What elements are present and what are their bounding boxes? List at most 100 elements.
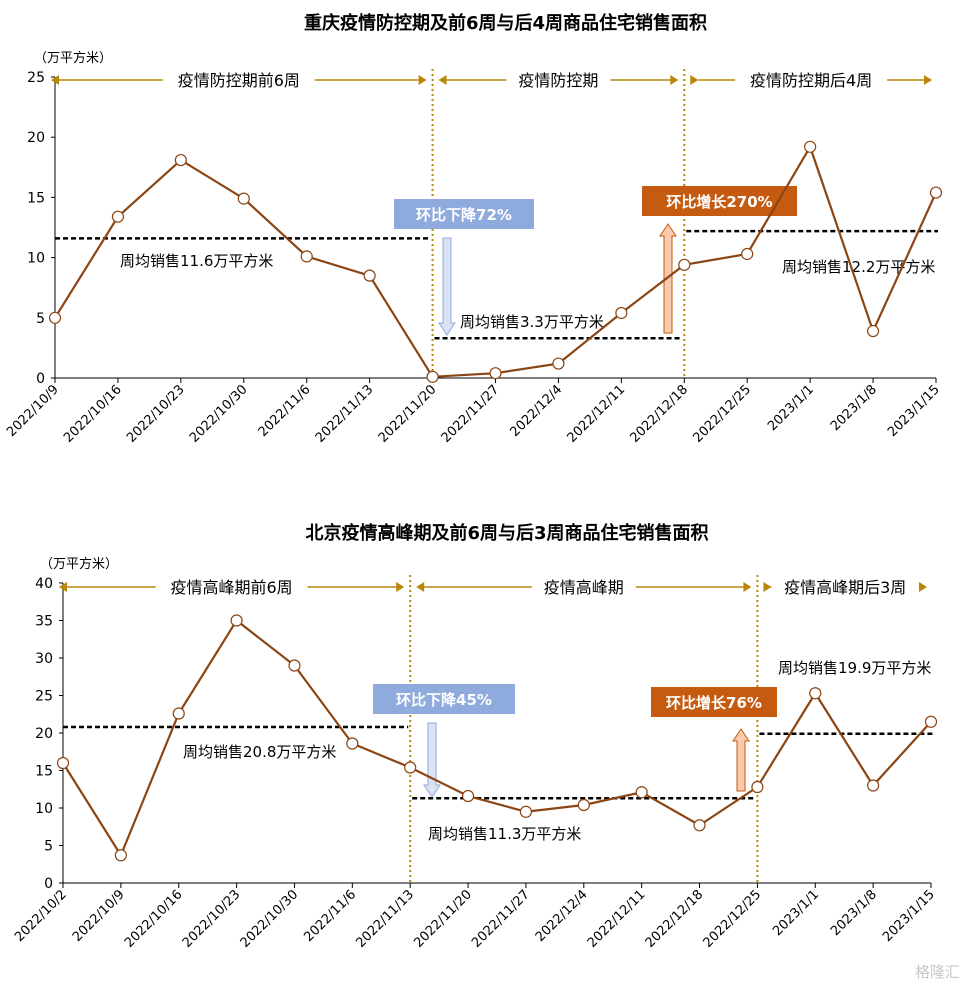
x-tick-label: 2023/1/8 [828, 887, 880, 939]
watermark: 格隆汇 [914, 963, 960, 981]
x-tick-label: 2022/11/20 [411, 887, 475, 951]
data-point [114, 849, 127, 862]
period-label: 疫情高峰期 [544, 578, 624, 597]
data-point [288, 659, 301, 672]
data-point [929, 186, 943, 199]
y-unit-label: （万平方米） [34, 50, 112, 66]
data-point [346, 737, 359, 750]
period-arrow-head [690, 75, 699, 85]
data-point [56, 756, 70, 770]
x-tick-label: 2022/12/18 [628, 382, 692, 446]
data-point [751, 780, 764, 794]
x-tick-label: 2022/10/16 [61, 382, 125, 446]
y-tick-label: 20 [35, 726, 53, 742]
data-point [866, 324, 880, 338]
period-label: 疫情防控期前6周 [178, 71, 300, 90]
average-label: 周均销售12.2万平方米 [782, 258, 935, 276]
data-point [678, 258, 691, 271]
period-arrow-head [763, 582, 772, 592]
period-arrow-head [59, 582, 67, 592]
data-point [635, 786, 648, 799]
data-point [693, 819, 706, 832]
data-point [809, 687, 822, 700]
data-point [615, 306, 628, 320]
y-unit-label: （万平方米） [40, 556, 118, 572]
data-point [519, 805, 533, 818]
y-tick-label: 30 [35, 651, 53, 667]
period-arrow-head [743, 582, 752, 592]
y-tick-label: 10 [27, 251, 45, 267]
x-tick-label: 2022/10/9 [70, 887, 128, 945]
callout-box [394, 199, 534, 229]
x-tick-label: 2022/10/2 [12, 887, 70, 945]
period-arrow-head [919, 582, 927, 592]
data-point [741, 247, 754, 261]
x-tick-label: 2023/1/1 [770, 887, 822, 939]
x-tick-label: 2022/10/23 [124, 382, 188, 446]
chart-title: 重庆疫情防控期及前6周与后4周商品住宅销售面积 [304, 12, 707, 34]
data-point [552, 357, 565, 370]
data-point [48, 311, 62, 324]
y-tick-label: 35 [35, 614, 53, 630]
x-tick-label: 2022/12/25 [701, 887, 765, 951]
data-point [489, 367, 502, 380]
period-arrow-head [416, 582, 425, 592]
average-label: 周均销售20.8万平方米 [183, 743, 336, 761]
period-arrow-head [924, 75, 932, 85]
callout-down-arrow [438, 237, 456, 336]
y-tick-label: 15 [35, 764, 53, 780]
x-tick-label: 2022/10/23 [180, 887, 244, 951]
callout-label: 环比下降72% [416, 206, 512, 224]
period-label: 疫情高峰期前6周 [171, 578, 293, 597]
chart-2: 北京疫情高峰期及前6周与后3周商品住宅销售面积 （万平方米） 0 5 10 15 20 25 3… [12, 522, 938, 951]
y-tick-label: 5 [36, 311, 45, 327]
x-tick-label: 2023/1/8 [828, 382, 880, 434]
period-arrow-head [438, 75, 447, 85]
y-tick-label: 5 [44, 839, 53, 855]
y-tick-label: 10 [35, 801, 53, 817]
y-tick-label: 0 [36, 371, 45, 387]
x-tick-label: 2022/12/4 [533, 887, 591, 945]
x-tick-label: 2022/11/6 [256, 382, 314, 440]
average-label: 周均销售3.3万平方米 [460, 313, 604, 331]
average-label: 周均销售11.6万平方米 [120, 252, 273, 270]
x-tick-label: 2022/11/27 [469, 887, 533, 951]
callout-label: 环比增长270% [666, 193, 772, 211]
period-arrow-head [396, 582, 405, 592]
y-tick-label: 20 [27, 130, 45, 146]
data-point [237, 192, 250, 205]
data-point [172, 707, 185, 720]
x-tick-label: 2022/11/20 [376, 382, 440, 446]
y-tick-label: 25 [35, 689, 53, 705]
data-point [461, 789, 475, 803]
x-tick-label: 2023/1/1 [765, 382, 817, 434]
x-tick-label: 2022/10/16 [122, 887, 186, 951]
data-point [404, 761, 417, 774]
x-tick-label: 2022/12/25 [690, 382, 754, 446]
callout-box [651, 687, 777, 717]
callout-label: 环比增长76% [666, 694, 762, 712]
x-tick-label: 2022/12/18 [643, 887, 707, 951]
data-point [804, 140, 817, 153]
y-tick-label: 40 [35, 576, 53, 592]
callout-box [642, 186, 797, 216]
x-tick-label: 2022/12/11 [565, 382, 629, 446]
data-point [924, 715, 938, 728]
data-point [363, 269, 376, 282]
period-arrow-head [418, 75, 427, 85]
x-tick-label: 2022/11/13 [313, 382, 377, 446]
x-tick-label: 2022/10/30 [238, 887, 302, 951]
x-tick-label: 2022/11/6 [301, 887, 359, 945]
x-tick-label: 2022/11/27 [439, 382, 503, 446]
x-tick-label: 2022/10/9 [4, 382, 62, 440]
x-tick-label: 2022/11/13 [353, 887, 417, 951]
callout-label: 环比下降45% [396, 691, 492, 709]
callout-down-arrow [423, 722, 441, 798]
x-tick-label: 2023/1/15 [880, 887, 938, 945]
data-point [426, 370, 439, 383]
data-point [174, 153, 187, 167]
y-tick-label: 0 [44, 876, 53, 892]
x-tick-label: 2022/10/30 [187, 382, 251, 446]
callout-up-arrow [732, 728, 750, 792]
